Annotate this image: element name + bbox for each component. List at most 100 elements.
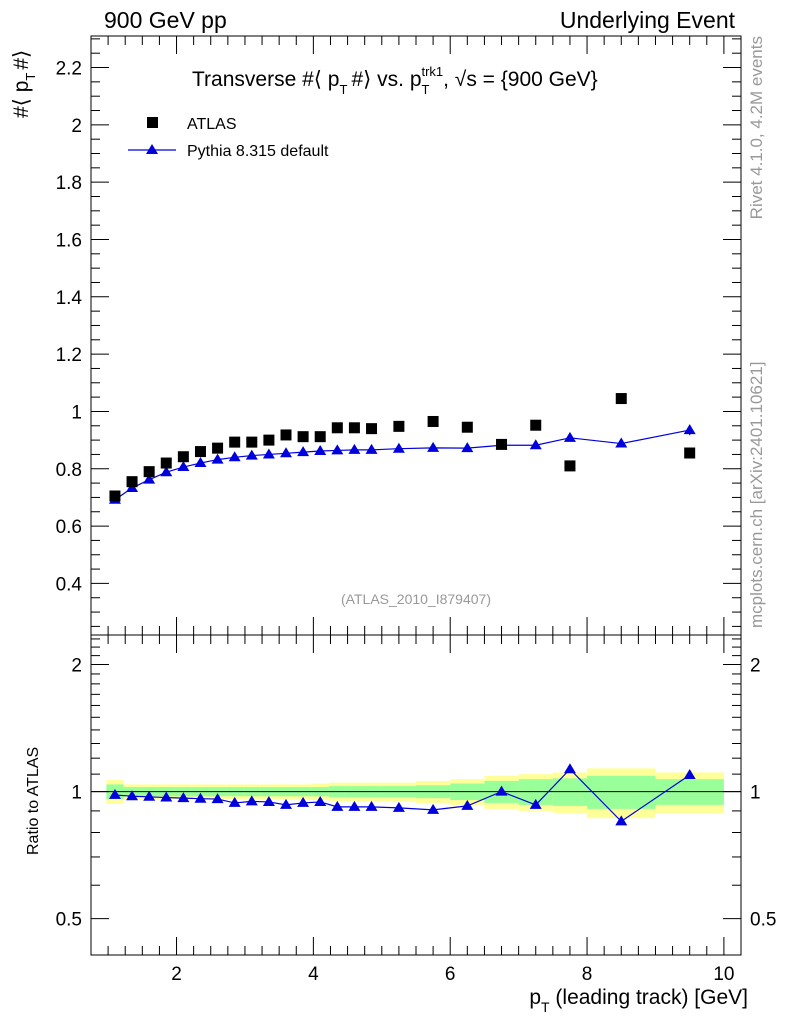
header-right: Underlying Event [560,7,736,33]
ratio-xtick-label: 4 [308,964,319,985]
data-point [461,421,473,433]
ratio-uncertainty-bands [106,768,724,819]
mc-point [228,451,241,462]
mc-point [348,443,361,454]
mc-point [160,466,173,477]
main-ytick-label: 1.6 [56,230,82,251]
legend-atlas-marker [147,117,158,128]
rivet-label: Rivet 4.1.0, 4.2M events [747,36,766,219]
main-axis-ticks: 0.4 0.6 0.8 1 1.2 1.4 1.6 1.8 2 2.2 [56,36,741,635]
data-point [331,422,343,434]
data-series [109,393,696,502]
ratio-mc-series [108,763,696,826]
data-point [194,446,206,458]
data-point [348,422,360,434]
ratio-mc-point [683,768,696,779]
ratio-ytick-label-right: 2 [750,656,761,677]
main-ytick-label: 1 [71,402,82,423]
ratio-mc-point [365,800,378,811]
mc-point [177,461,190,472]
ratio-panel: 2 4 6 8 10 0.5 0.5 1 1 2 2 [56,634,776,985]
legend-pythia-label: Pythia 8.315 default [187,143,329,160]
ratio-ytick-label: 0.5 [56,910,82,931]
data-point [229,436,241,448]
ratio-mc-point [392,801,405,812]
data-point [297,431,309,443]
mcplots-label: mcplots.cern.ch [arXiv:2401.10621] [747,362,766,628]
data-point [684,447,696,459]
main-ytick-label: 2.2 [56,59,82,80]
main-ytick-label: 0.4 [56,574,83,595]
mc-point [280,447,292,458]
main-ytick-label: 1.8 [56,173,82,194]
data-point [126,476,138,488]
mc-series [108,424,696,504]
ratio-mc-point [245,795,258,806]
mc-point [262,448,275,459]
main-ytick-label: 1.4 [56,288,83,309]
legend-atlas-label: ATLAS [187,116,237,133]
mc-point [683,424,696,435]
mc-point [461,442,474,453]
legend-pythia-marker [146,144,158,154]
data-point [177,451,189,463]
ratio-mc-point [160,791,173,802]
ratio-inner-band [587,775,656,809]
mc-point [211,453,224,464]
data-point [366,423,378,435]
mc-point [331,444,344,455]
data-point [393,420,405,432]
ratio-xtick-label: 6 [445,964,456,985]
ratio-ylabel: Ratio to ATLAS [25,747,42,855]
main-ytick-label: 0.6 [56,517,82,538]
data-point [109,490,121,502]
ratio-mc-point [143,790,156,801]
ratio-xtick-label: 2 [171,964,182,985]
main-ylabel: #⟨ pT#⟩ [10,50,38,118]
ratio-xtick-label: 8 [582,964,593,985]
data-point [530,419,542,431]
ratio-axis-ticks: 2 4 6 8 10 0.5 0.5 1 1 2 2 [56,635,776,985]
ratio-ytick-label: 2 [71,656,82,677]
ratio-mc-point [331,800,344,811]
ratio-mc-point [126,790,139,801]
ratio-inner-band [552,778,588,806]
mc-point [297,446,310,457]
mc-point [529,439,542,450]
header-left: 900 GeV pp [104,7,227,33]
ratio-mc-point [108,788,121,799]
mc-point [194,457,207,468]
plot-title: Transverse #⟨ pT #⟩ vs. pTtrk1, √s = {900… [192,64,598,97]
data-point [143,466,155,478]
data-point [212,442,224,454]
main-ytick-label: 1.2 [56,345,82,366]
mc-point [365,443,378,454]
analysis-id: (ATLAS_2010_I879407) [341,591,491,607]
legend: ATLAS Pythia 8.315 default [128,116,329,160]
main-panel: 0.4 0.6 0.8 1 1.2 1.4 1.6 1.8 2 2.2 Transverse #⟨… [56,35,742,636]
ratio-mc-point [194,792,207,803]
mc-point [392,442,405,453]
ratio-mc-point [228,796,241,807]
ratio-mc-point [262,795,275,806]
ratio-mc-point [495,785,508,796]
data-point [615,393,627,405]
data-point [314,431,326,443]
data-point [496,438,508,450]
ratio-ytick-label: 1 [71,783,82,804]
mc-point [143,473,156,484]
main-ytick-label: 2 [71,116,82,137]
ratio-mc-point [297,796,310,807]
ratio-mc-point [615,815,628,826]
ratio-mc-point [427,803,440,814]
ratio-ytick-label-right: 0.5 [750,910,776,931]
ratio-mc-point [461,799,474,810]
ratio-ytick-label-right: 1 [750,783,761,804]
mc-point [563,431,576,442]
ratio-mc-point [211,793,224,804]
ratio-xtick-label: 10 [713,964,734,985]
main-ytick-label: 0.8 [56,460,82,481]
ratio-mc-point [348,800,361,811]
data-point [246,436,258,448]
